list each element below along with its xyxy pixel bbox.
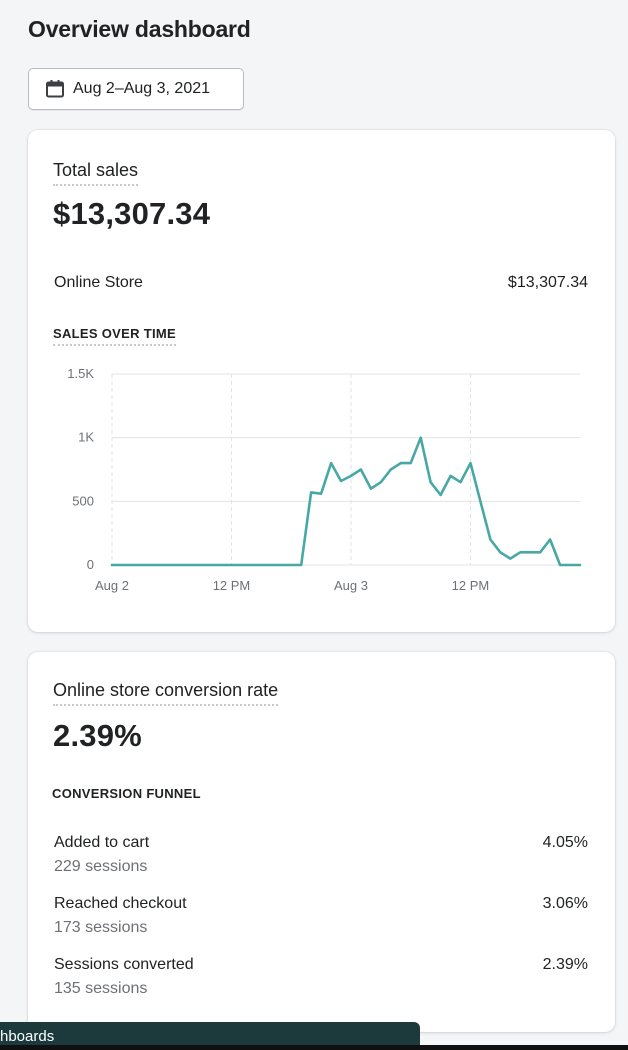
sales-over-time-chart: 0 500 1K 1.5K Aug 2 12 PM Aug 3 12 PM <box>67 366 586 593</box>
funnel-item-added-to-cart: Added to cart 4.05% 229 sessions <box>54 834 588 876</box>
conversion-funnel-label: CONVERSION FUNNEL <box>52 786 201 801</box>
x-tick-label: 12 PM <box>452 578 490 593</box>
sales-channel-label: Online Store <box>54 274 143 291</box>
sales-data-point[interactable] <box>375 476 387 488</box>
y-tick-label: 0 <box>87 557 94 572</box>
funnel-step-label: Added to cart <box>54 834 150 851</box>
conversion-rate-value: 2.39% <box>53 718 142 753</box>
sales-data-point[interactable] <box>474 495 486 507</box>
sales-over-time-label[interactable]: SALES OVER TIME <box>53 326 176 346</box>
y-tick-label: 500 <box>72 493 94 508</box>
sales-data-point[interactable] <box>494 546 506 558</box>
sales-data-point[interactable] <box>345 470 357 482</box>
conversion-rate-card: Online store conversion rate 2.39% CONVE… <box>28 652 615 1032</box>
funnel-step-sessions: 135 sessions <box>54 980 148 997</box>
funnel-step-percent: 3.06% <box>542 895 588 912</box>
total-sales-value: $13,307.34 <box>53 196 211 231</box>
funnel-item-reached-checkout: Reached checkout 3.06% 173 sessions <box>54 895 588 937</box>
y-tick-label: 1K <box>78 430 94 445</box>
date-range-label: Aug 2–Aug 3, 2021 <box>73 80 211 97</box>
funnel-item-sessions-converted: Sessions converted 2.39% 135 sessions <box>54 956 588 998</box>
calendar-icon <box>46 80 64 98</box>
x-tick-label: 12 PM <box>213 578 251 593</box>
sales-data-point[interactable] <box>385 464 397 476</box>
sales-data-point[interactable] <box>315 488 327 500</box>
sales-data-point[interactable] <box>544 534 556 546</box>
conversion-rate-title[interactable]: Online store conversion rate <box>53 680 279 706</box>
sales-data-point[interactable] <box>455 476 467 488</box>
sales-breakdown-row: Online Store $13,307.34 <box>54 274 588 292</box>
sales-series-line[interactable] <box>110 436 582 567</box>
sales-data-point[interactable] <box>355 464 367 476</box>
sales-data-point[interactable] <box>325 457 337 469</box>
total-sales-card: Total sales $13,307.34 Online Store $13,… <box>28 130 615 632</box>
sales-data-point[interactable] <box>504 553 516 565</box>
funnel-step-percent: 4.05% <box>542 834 588 851</box>
sales-data-point[interactable] <box>445 470 457 482</box>
sales-data-point[interactable] <box>425 476 437 488</box>
sales-data-point[interactable] <box>574 559 586 571</box>
date-range-button[interactable]: Aug 2–Aug 3, 2021 <box>28 68 244 110</box>
x-tick-label: Aug 3 <box>334 578 368 593</box>
total-sales-title[interactable]: Total sales <box>53 160 139 186</box>
sales-data-point[interactable] <box>464 457 476 469</box>
sales-data-point[interactable] <box>405 457 417 469</box>
bottom-status-text: hboards <box>0 1027 55 1045</box>
funnel-step-percent: 2.39% <box>542 956 588 973</box>
y-tick-label: 1.5K <box>67 366 94 381</box>
bottom-edge <box>0 1045 628 1050</box>
sales-data-point[interactable] <box>534 546 546 558</box>
funnel-step-sessions: 173 sessions <box>54 919 148 936</box>
sales-data-point[interactable] <box>365 483 377 495</box>
funnel-step-label: Sessions converted <box>54 956 194 973</box>
sales-data-point[interactable] <box>295 559 307 571</box>
sales-data-point[interactable] <box>435 489 447 501</box>
funnel-step-label: Reached checkout <box>54 895 187 912</box>
funnel-step-sessions: 229 sessions <box>54 858 148 875</box>
page-title: Overview dashboard <box>28 16 251 42</box>
x-tick-label: Aug 2 <box>95 578 129 593</box>
sales-channel-value: $13,307.34 <box>507 274 588 291</box>
sales-data-point[interactable] <box>415 432 427 444</box>
sales-data-point[interactable] <box>484 534 496 546</box>
